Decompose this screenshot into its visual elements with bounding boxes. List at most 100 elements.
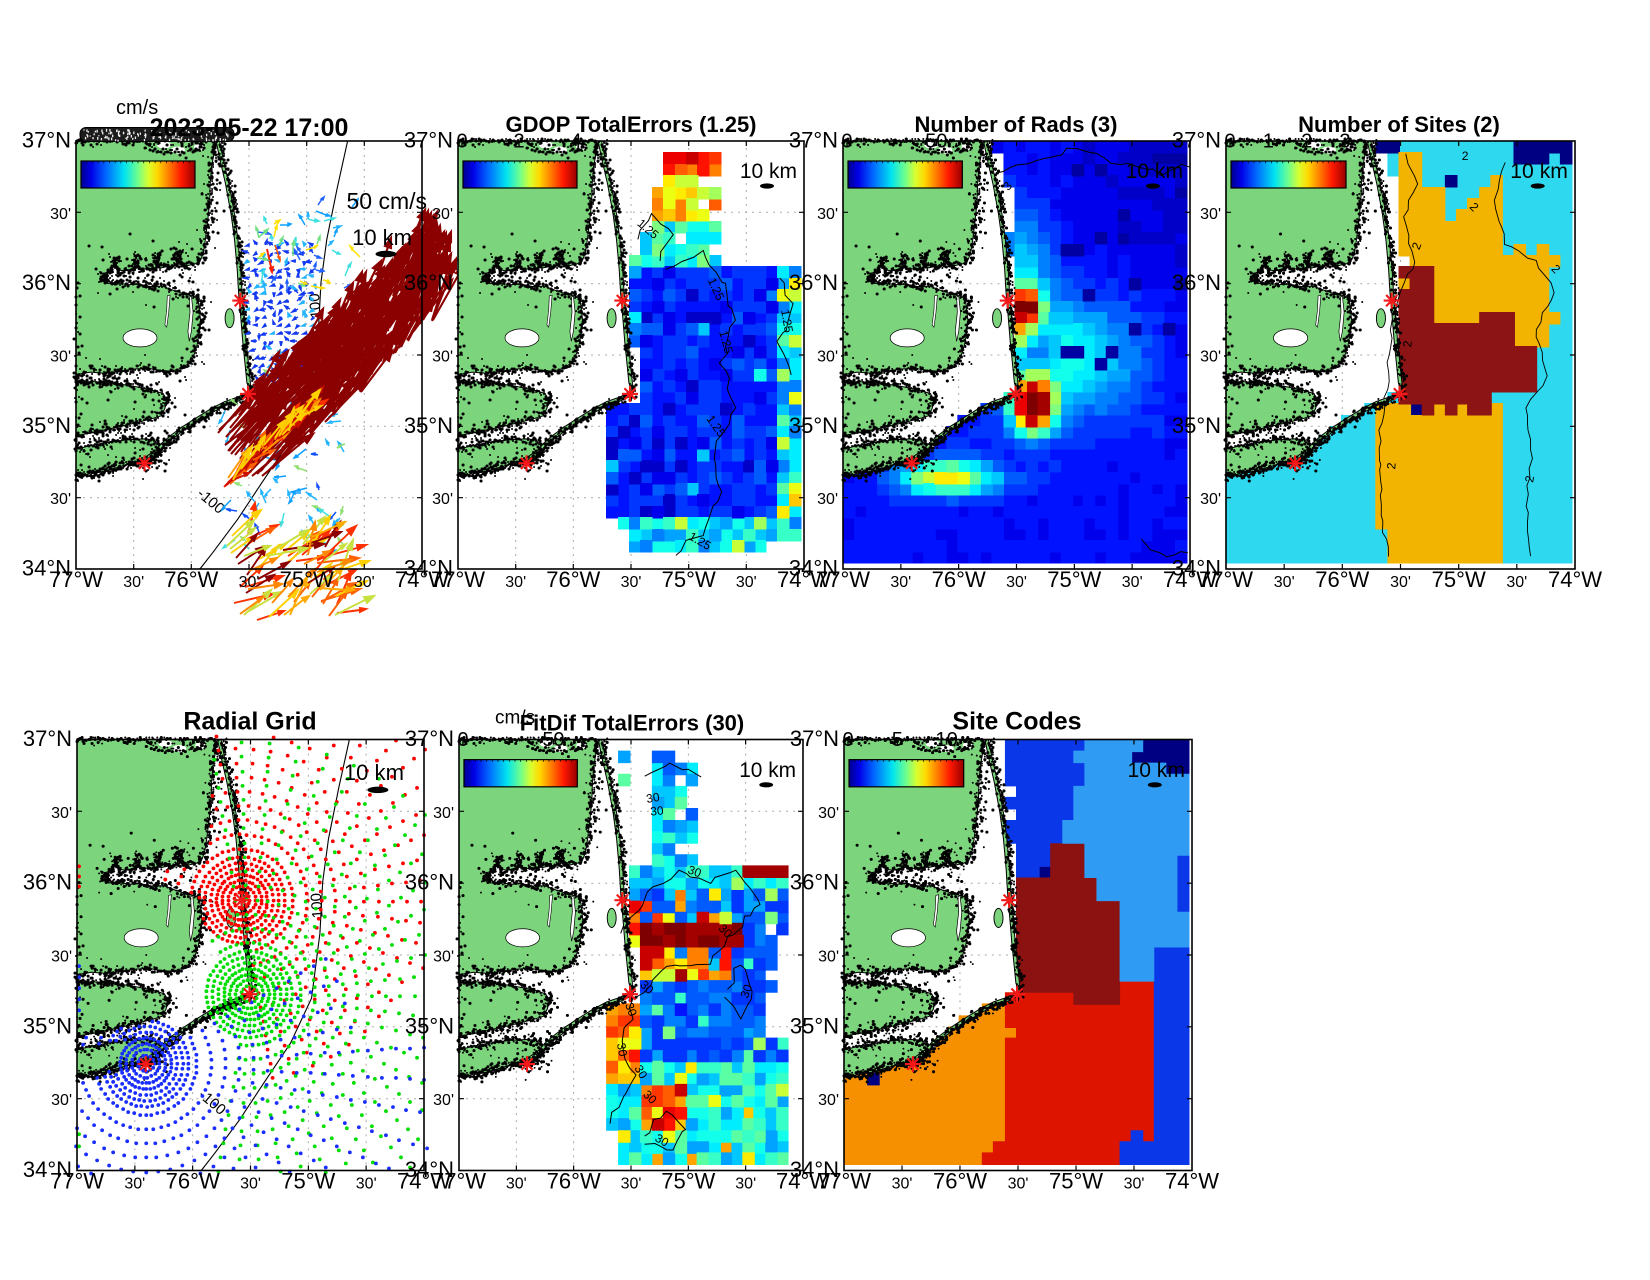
svg-text:Number of Rads (3): Number of Rads (3): [915, 112, 1118, 137]
svg-text:74°W: 74°W: [397, 1169, 451, 1194]
svg-text:37°N: 37°N: [405, 726, 454, 751]
svg-text:30': 30': [354, 574, 375, 591]
svg-text:30': 30': [432, 349, 453, 366]
svg-text:2: 2: [1462, 149, 1469, 163]
svg-text:10: 10: [935, 729, 957, 751]
svg-text:30': 30': [356, 1176, 377, 1193]
svg-text:37°N: 37°N: [404, 128, 453, 153]
svg-text:30: 30: [632, 1062, 651, 1081]
svg-text:0: 0: [842, 729, 853, 751]
svg-text:30': 30': [51, 949, 72, 966]
svg-text:76°W: 76°W: [547, 1169, 601, 1194]
svg-text:0: 0: [841, 131, 852, 153]
svg-text:30': 30': [50, 349, 71, 366]
svg-text:30': 30': [239, 574, 260, 591]
svg-text:37°N: 37°N: [789, 128, 838, 153]
svg-text:Site Codes: Site Codes: [952, 708, 1081, 736]
svg-text:2: 2: [1301, 131, 1312, 153]
svg-text:30': 30': [51, 1092, 72, 1109]
svg-text:30': 30': [506, 1176, 527, 1193]
svg-text:30': 30': [1390, 574, 1411, 591]
svg-text:36°N: 36°N: [404, 270, 453, 295]
svg-text:77°W: 77°W: [1199, 567, 1253, 592]
svg-text:30: 30: [653, 1131, 672, 1150]
svg-text:76°W: 76°W: [166, 1169, 220, 1194]
svg-text:30': 30': [1006, 574, 1027, 591]
svg-text:30': 30': [1274, 574, 1295, 591]
svg-text:2: 2: [1409, 240, 1425, 251]
svg-text:35°N: 35°N: [404, 413, 453, 438]
svg-text:30': 30': [433, 805, 454, 822]
svg-text:35°N: 35°N: [405, 1013, 454, 1038]
svg-text:36°N: 36°N: [405, 870, 454, 895]
svg-text:30': 30': [817, 349, 838, 366]
svg-text:34°N: 34°N: [23, 1157, 72, 1182]
svg-text:77°W: 77°W: [50, 1169, 104, 1194]
svg-text:37°N: 37°N: [790, 726, 839, 751]
svg-text:30: 30: [622, 1001, 640, 1019]
svg-text:75°W: 75°W: [1432, 567, 1486, 592]
svg-text:36°N: 36°N: [1172, 270, 1221, 295]
svg-text:34°N: 34°N: [1172, 556, 1221, 581]
svg-text:2: 2: [1384, 462, 1399, 470]
svg-text:30': 30': [1506, 574, 1527, 591]
svg-text:30: 30: [686, 863, 704, 881]
svg-text:0: 0: [456, 131, 467, 153]
svg-text:35°N: 35°N: [1172, 413, 1221, 438]
svg-text:77°W: 77°W: [816, 567, 870, 592]
svg-text:2023-05-22 17:00: 2023-05-22 17:00: [150, 114, 349, 142]
svg-text:30': 30': [621, 574, 642, 591]
svg-text:75°W: 75°W: [280, 567, 334, 592]
svg-text:30': 30': [621, 1176, 642, 1193]
svg-text:37°N: 37°N: [22, 128, 71, 153]
svg-text:30: 30: [738, 982, 756, 1000]
svg-text:2: 2: [1400, 340, 1415, 348]
svg-text:76°W: 76°W: [546, 567, 600, 592]
svg-text:30': 30': [735, 1176, 756, 1193]
svg-text:76°W: 76°W: [932, 567, 986, 592]
svg-text:10 km: 10 km: [1126, 160, 1183, 183]
svg-text:30: 30: [645, 790, 661, 806]
svg-text:30': 30': [736, 574, 757, 591]
svg-text:10 km: 10 km: [740, 160, 797, 183]
svg-text:30': 30': [818, 1092, 839, 1109]
svg-text:10 km: 10 km: [344, 760, 404, 785]
svg-text:75°W: 75°W: [1049, 1169, 1103, 1194]
svg-text:1.25: 1.25: [716, 329, 736, 355]
svg-text:75°W: 75°W: [662, 567, 716, 592]
svg-text:75°W: 75°W: [281, 1169, 335, 1194]
svg-text:76°W: 76°W: [164, 567, 218, 592]
svg-text:30': 30': [818, 805, 839, 822]
svg-text:30': 30': [123, 574, 144, 591]
svg-text:30': 30': [892, 1176, 913, 1193]
svg-text:35°N: 35°N: [789, 413, 838, 438]
svg-text:Number of Sites (2): Number of Sites (2): [1298, 112, 1500, 137]
svg-text:36°N: 36°N: [789, 270, 838, 295]
svg-text:74°W: 74°W: [1165, 1169, 1219, 1194]
svg-text:75°W: 75°W: [661, 1169, 715, 1194]
svg-text:77°W: 77°W: [431, 567, 485, 592]
svg-text:35°N: 35°N: [22, 413, 71, 438]
svg-text:74°W: 74°W: [1548, 567, 1602, 592]
svg-text:30': 30': [890, 574, 911, 591]
svg-text:0: 0: [1224, 131, 1235, 153]
svg-text:30': 30': [432, 206, 453, 223]
svg-text:34°N: 34°N: [790, 1157, 839, 1182]
svg-text:50: 50: [925, 131, 947, 153]
svg-text:36°N: 36°N: [22, 270, 71, 295]
svg-text:30': 30': [433, 1092, 454, 1109]
svg-text:74°W: 74°W: [1163, 567, 1217, 592]
svg-text:75°W: 75°W: [1047, 567, 1101, 592]
svg-text:cm/s: cm/s: [116, 97, 158, 119]
svg-text:30': 30': [1008, 1176, 1029, 1193]
svg-text:GDOP TotalErrors (1.25): GDOP TotalErrors (1.25): [505, 112, 756, 137]
svg-text:74°W: 74°W: [395, 567, 449, 592]
svg-text:30': 30': [240, 1176, 261, 1193]
svg-text:50: 50: [542, 729, 564, 751]
svg-text:30: 30: [650, 803, 665, 818]
svg-text:35°N: 35°N: [23, 1013, 72, 1038]
svg-text:30': 30': [433, 949, 454, 966]
svg-text:2: 2: [513, 131, 524, 153]
svg-text:30': 30': [1200, 206, 1221, 223]
svg-text:50 cm/s: 50 cm/s: [346, 188, 427, 214]
